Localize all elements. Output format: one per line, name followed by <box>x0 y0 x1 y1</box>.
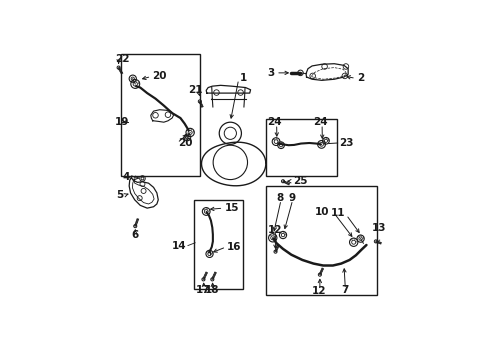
Text: 15: 15 <box>225 203 240 213</box>
Text: 17: 17 <box>196 285 211 295</box>
Text: 5: 5 <box>116 190 123 200</box>
Text: 25: 25 <box>293 176 308 186</box>
Text: 8: 8 <box>276 193 284 203</box>
Text: 2: 2 <box>357 73 365 84</box>
Text: 20: 20 <box>152 72 167 81</box>
Text: 12: 12 <box>312 286 326 296</box>
Text: 18: 18 <box>205 285 220 295</box>
Text: 22: 22 <box>115 54 130 64</box>
Text: 13: 13 <box>372 222 387 233</box>
Text: 12: 12 <box>268 225 282 235</box>
Text: 10: 10 <box>315 207 329 217</box>
Text: 3: 3 <box>267 68 274 78</box>
Bar <box>195 200 243 288</box>
Text: 11: 11 <box>331 208 345 219</box>
Bar <box>121 54 200 176</box>
Text: 7: 7 <box>342 285 349 296</box>
Text: 24: 24 <box>268 117 282 127</box>
Bar <box>267 120 337 176</box>
Text: 14: 14 <box>172 240 187 251</box>
Text: 9: 9 <box>289 193 295 203</box>
Text: 1: 1 <box>240 73 247 82</box>
Text: 16: 16 <box>227 242 242 252</box>
Text: 21: 21 <box>189 85 203 95</box>
Bar <box>267 186 377 296</box>
Text: 23: 23 <box>339 138 354 148</box>
Text: 24: 24 <box>313 117 328 127</box>
Text: 4: 4 <box>122 172 130 183</box>
Text: 6: 6 <box>132 230 139 240</box>
Text: 19: 19 <box>115 117 130 127</box>
Text: 20: 20 <box>178 138 193 148</box>
